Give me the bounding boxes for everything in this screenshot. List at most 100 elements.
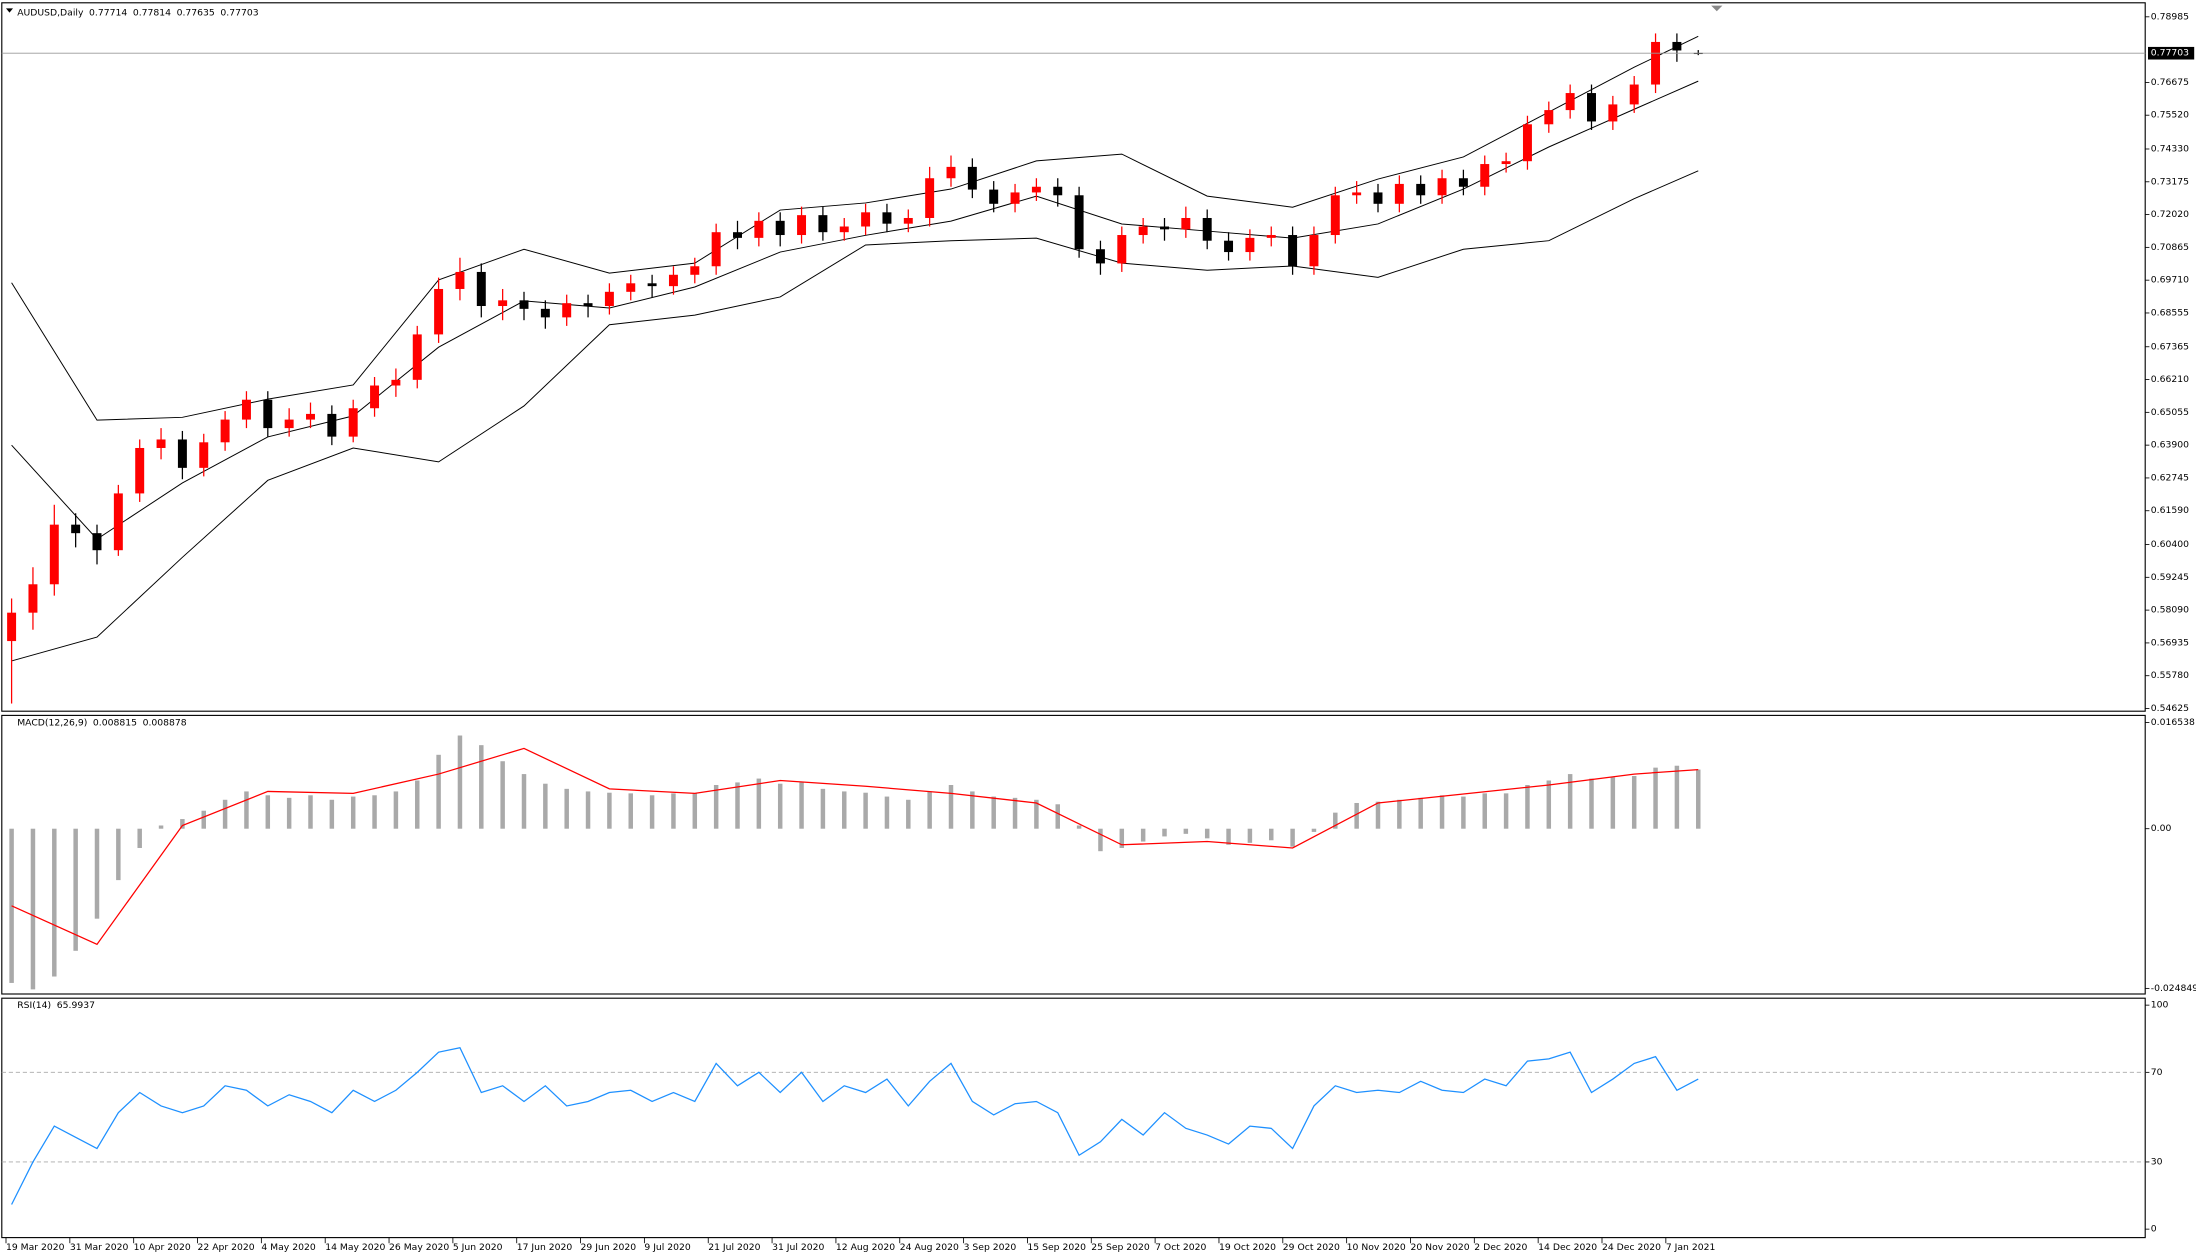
macd-bar bbox=[116, 828, 121, 881]
y-tick-label: 0.62745 bbox=[2151, 472, 2189, 483]
candle-body bbox=[1288, 235, 1298, 267]
candle-body bbox=[391, 379, 401, 386]
candle-body bbox=[199, 442, 209, 468]
bollinger-upper bbox=[11, 35, 1699, 421]
x-tick-label: 15 Sep 2020 bbox=[1027, 1242, 1086, 1253]
indicator-name: RSI(14) bbox=[17, 1000, 51, 1011]
candle-body bbox=[1522, 124, 1532, 162]
macd-bar bbox=[1354, 802, 1359, 829]
current-price-label: 0.77703 bbox=[2151, 48, 2189, 59]
indicator-name: MACD(12,26,9) bbox=[17, 717, 87, 728]
candle-body bbox=[49, 524, 59, 585]
macd-bar bbox=[52, 828, 57, 977]
macd-bar bbox=[1696, 769, 1701, 829]
macd-bar bbox=[1397, 799, 1402, 829]
candle-body bbox=[455, 271, 465, 289]
candle-body bbox=[626, 283, 636, 292]
candle-body bbox=[1458, 178, 1468, 187]
candle-body bbox=[476, 271, 486, 307]
macd-bar bbox=[628, 793, 633, 829]
y-tick-label: 0.72020 bbox=[2151, 209, 2189, 220]
macd-bar bbox=[1204, 828, 1210, 839]
macd-bar bbox=[820, 788, 826, 829]
macd-bar bbox=[927, 791, 932, 829]
x-tick-label: 10 Apr 2020 bbox=[134, 1242, 191, 1253]
y-tick-label: 0.54625 bbox=[2151, 703, 2189, 714]
macd-bar bbox=[1567, 774, 1573, 829]
macd-bar bbox=[1055, 804, 1060, 829]
candle-body bbox=[818, 215, 828, 233]
candle-body bbox=[1309, 235, 1319, 267]
y-tick-label: 0.61590 bbox=[2151, 505, 2189, 516]
y-tick-label: 100 bbox=[2151, 1000, 2169, 1011]
candle-body bbox=[1437, 178, 1447, 196]
macd-bar bbox=[906, 799, 911, 829]
candle-body bbox=[28, 584, 38, 613]
macd-bar bbox=[543, 783, 548, 829]
x-tick-label: 10 Nov 2020 bbox=[1347, 1242, 1406, 1253]
header-value: 65.9937 bbox=[57, 1000, 95, 1011]
candle-body bbox=[519, 300, 529, 309]
macd-bar bbox=[777, 783, 783, 829]
macd-bar bbox=[1674, 765, 1680, 829]
candle-body bbox=[1672, 41, 1682, 51]
y-tick-label: 0.76675 bbox=[2151, 77, 2189, 88]
macd-panel-frame bbox=[1, 714, 2146, 995]
y-tick-label: 0.75520 bbox=[2151, 110, 2189, 121]
macd-bar bbox=[1589, 778, 1594, 829]
macd-bar bbox=[94, 828, 100, 919]
macd-bar bbox=[436, 754, 441, 829]
rsi-line bbox=[11, 1046, 1699, 1205]
candle-body bbox=[135, 447, 145, 494]
candle-body bbox=[989, 189, 999, 204]
macd-bar bbox=[1503, 793, 1509, 829]
x-tick-label: 24 Dec 2020 bbox=[1602, 1242, 1661, 1253]
macd-bar bbox=[521, 774, 527, 829]
macd-bar bbox=[756, 778, 762, 829]
indicator-name: AUDUSD,Daily bbox=[17, 7, 84, 18]
macd-bar bbox=[1439, 795, 1445, 829]
header-value: 0.008878 bbox=[143, 717, 187, 728]
candle-body bbox=[1629, 84, 1639, 105]
macd-bar bbox=[1119, 828, 1125, 848]
candle-body bbox=[71, 524, 81, 534]
macd-bar bbox=[1034, 799, 1039, 829]
macd-bar bbox=[73, 828, 78, 951]
macd-bar bbox=[308, 795, 313, 829]
candle-body bbox=[1053, 186, 1063, 196]
macd-bar bbox=[1653, 767, 1658, 829]
macd-bar bbox=[500, 761, 505, 829]
candle-body bbox=[327, 413, 337, 437]
macd-bar bbox=[393, 791, 399, 829]
macd-bar bbox=[649, 795, 655, 829]
candle-body bbox=[1501, 161, 1511, 165]
candle-body bbox=[839, 226, 849, 233]
macd-bar bbox=[1311, 828, 1317, 832]
macd-bar bbox=[265, 795, 271, 829]
y-tick-label: 0.74330 bbox=[2151, 143, 2189, 154]
bollinger-lower bbox=[11, 170, 1699, 662]
macd-bar bbox=[1375, 801, 1381, 829]
macd-bar bbox=[137, 828, 142, 848]
candle-body bbox=[967, 166, 977, 190]
macd-bar bbox=[713, 785, 719, 829]
macd-bar bbox=[1162, 828, 1167, 837]
candle-body bbox=[946, 166, 956, 179]
x-tick-label: 29 Oct 2020 bbox=[1283, 1242, 1340, 1253]
candle-body bbox=[284, 419, 294, 429]
panel-title: AUDUSD,Daily 0.77714 0.77814 0.77635 0.77703 bbox=[17, 7, 259, 18]
candle-body bbox=[1031, 186, 1041, 193]
y-tick-label: -0.024849 bbox=[2151, 983, 2196, 994]
candle-body bbox=[1416, 183, 1426, 196]
candle-body bbox=[7, 612, 17, 642]
x-tick-label: 12 Aug 2020 bbox=[836, 1242, 895, 1253]
y-tick-label: 0.60400 bbox=[2151, 539, 2189, 550]
y-tick-label: 0.00 bbox=[2151, 823, 2172, 834]
macd-bar bbox=[1098, 828, 1103, 852]
x-tick-label: 21 Jul 2020 bbox=[708, 1242, 760, 1253]
menu-triangle[interactable] bbox=[6, 8, 13, 13]
candle-body bbox=[1352, 192, 1362, 196]
x-tick-label: 3 Sep 2020 bbox=[964, 1242, 1017, 1253]
macd-bar bbox=[1525, 785, 1530, 829]
y-tick-label: 0.59245 bbox=[2151, 572, 2189, 583]
